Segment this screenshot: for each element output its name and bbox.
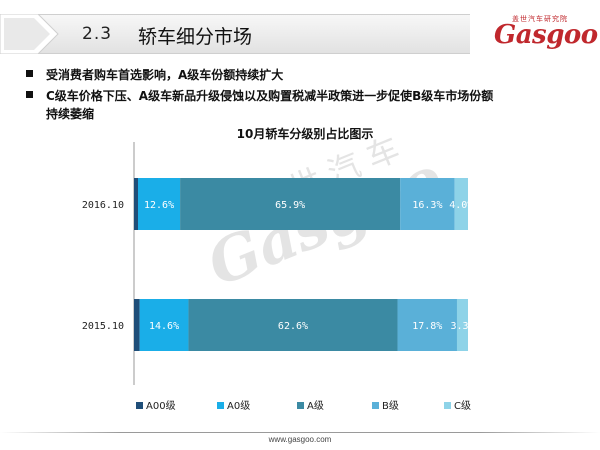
- header-bar: [0, 14, 470, 54]
- bullet-square-icon: [26, 91, 33, 98]
- data-label: 62.6%: [278, 321, 308, 332]
- gasgoo-logo: 盖世汽车研究院 Gasgoo: [478, 14, 598, 56]
- legend-swatch: [444, 402, 451, 409]
- bullet-text: C级车价格下压、A级车新品升级侵蚀以及购置税减半政策进一步促使B级车市场份额: [46, 89, 494, 103]
- bar-segment: [400, 178, 455, 230]
- bullet-text-continuation: 持续萎缩: [46, 107, 95, 121]
- section-title: 轿车细分市场: [138, 26, 253, 48]
- logo-wordmark: Gasgoo: [494, 20, 598, 50]
- data-label: 4.0%: [449, 200, 473, 211]
- data-label: 14.6%: [149, 321, 179, 332]
- bar-segment: [139, 299, 189, 351]
- logo-subtitle: 盖世汽车研究院: [512, 15, 568, 23]
- bar-segment: [134, 299, 140, 351]
- stacked-bar-chart: 2016.10 12.6% 65.9% 16.3% 4.0% 2015.10 14.6% 62…: [81, 142, 474, 412]
- category-tick-label: 2016.10: [82, 200, 124, 211]
- legend-label: C级: [454, 400, 471, 412]
- data-label: 17.8%: [412, 321, 442, 332]
- legend-swatch: [297, 402, 304, 409]
- legend-label: A级: [307, 400, 324, 412]
- legend-swatch: [217, 402, 224, 409]
- section-number: 2.3: [82, 24, 113, 44]
- header-arrow-icon: [0, 14, 59, 54]
- bar-segment: [454, 178, 468, 230]
- legend-label: A0级: [227, 400, 250, 412]
- legend-label: B级: [382, 400, 399, 412]
- bar-segment: [138, 178, 181, 230]
- bar-segment: [134, 178, 139, 230]
- legend-label: A00级: [146, 400, 176, 412]
- chart-title: 10月轿车分级别占比图示: [236, 127, 374, 141]
- data-label: 3.3%: [450, 321, 474, 332]
- bullet-square-icon: [26, 70, 33, 77]
- data-label: 12.6%: [144, 200, 174, 211]
- bar-segment: [180, 178, 401, 230]
- data-label: 65.9%: [275, 200, 305, 211]
- bar-segment: [456, 299, 468, 351]
- footer-url: www.gasgoo.com: [268, 435, 332, 444]
- legend-swatch: [136, 402, 143, 409]
- legend-swatch: [372, 402, 379, 409]
- category-tick-label: 2015.10: [82, 321, 124, 332]
- bar-segment: [188, 299, 398, 351]
- data-label: 16.3%: [412, 200, 442, 211]
- bar-segment: [397, 299, 457, 351]
- footer-divider: [0, 432, 600, 433]
- bullet-text: 受消费者购车首选影响，A级车份额持续扩大: [46, 68, 284, 82]
